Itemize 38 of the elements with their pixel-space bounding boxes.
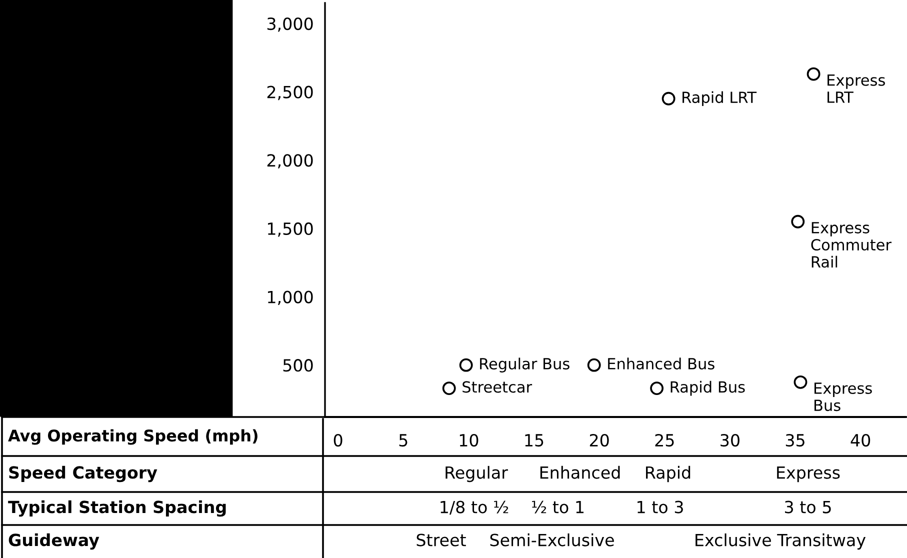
x-tick-label: 35 bbox=[786, 434, 804, 447]
text: 1 to 3 bbox=[638, 500, 683, 514]
text: Typical Station Spacing bbox=[8, 500, 226, 517]
text: Exclusive Transitway bbox=[696, 533, 866, 550]
annotation: Enhanced Bus bbox=[608, 358, 714, 370]
text: 3 to 5 bbox=[785, 500, 831, 514]
annotation: Rapid Bus bbox=[670, 380, 745, 396]
text: Speed Category bbox=[9, 466, 158, 482]
y-tick-label: 2,000 bbox=[267, 154, 313, 168]
annotation: Express Commuter Rail bbox=[811, 222, 892, 268]
text: ½ to 1 bbox=[532, 500, 584, 514]
y-tick-label: 2,500 bbox=[267, 86, 313, 100]
x-tick-label: 40 bbox=[850, 434, 870, 447]
x-tick-label: 5 bbox=[399, 434, 408, 447]
text: Regular bbox=[446, 466, 508, 482]
text: Guideway bbox=[8, 533, 100, 550]
y-tick-label: 1,000 bbox=[268, 290, 313, 306]
annotation: Express Bus bbox=[814, 382, 872, 412]
text: Rapid bbox=[646, 466, 690, 482]
x-tick-label: 10 bbox=[460, 434, 478, 447]
text: Express bbox=[777, 466, 840, 482]
text: Semi-Exclusive bbox=[490, 533, 614, 546]
x-tick-label: 0 bbox=[334, 434, 342, 447]
x-tick-label: 25 bbox=[655, 434, 674, 447]
annotation: Express LRT bbox=[828, 74, 885, 103]
text: 1/8 to ½ bbox=[440, 500, 508, 515]
y-tick-label: 3,000 bbox=[267, 17, 313, 32]
annotation: Regular Bus bbox=[480, 358, 570, 372]
annotation: Streetcar bbox=[462, 381, 532, 393]
x-tick-label: 20 bbox=[590, 434, 609, 447]
annotation: Rapid LRT bbox=[682, 91, 757, 106]
text: Street bbox=[416, 534, 466, 546]
x-tick-label: 15 bbox=[525, 434, 544, 447]
y-tick-label: 1,500 bbox=[268, 222, 313, 237]
x-tick-label: 30 bbox=[720, 434, 740, 447]
text: Enhanced bbox=[540, 466, 620, 479]
x-axis-title: Avg Operating Speed (mph) bbox=[8, 429, 258, 445]
y-tick-label: 500 bbox=[283, 359, 313, 372]
